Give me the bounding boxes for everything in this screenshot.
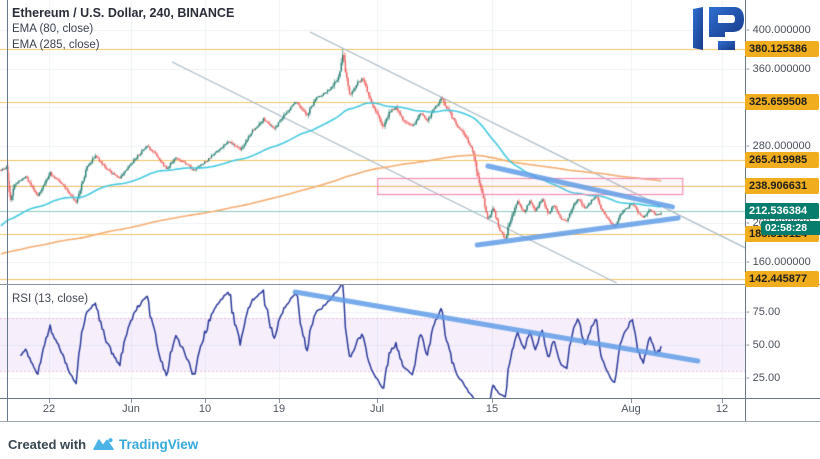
symbol-title: Ethereum / U.S. Dollar, 240, BINANCE	[12, 6, 235, 20]
price-level-badge: 238.906631	[745, 178, 819, 194]
time-axis-label: Jul	[369, 403, 385, 415]
candle-countdown-badge: 02:58:28	[761, 221, 820, 235]
ema-80-label: EMA (80, close)	[12, 23, 94, 35]
time-axis-label: Aug	[621, 403, 641, 415]
time-axis-label: 22	[42, 403, 56, 415]
last-price-badge: 212.536384	[745, 203, 819, 219]
tradingview-brand-text[interactable]: TradingView	[119, 436, 199, 452]
time-axis-tickmark	[205, 399, 206, 403]
rsi-chart-canvas[interactable]	[0, 285, 745, 398]
time-axis-label: 19	[272, 403, 286, 415]
time-axis-label: Jun	[122, 403, 140, 415]
price-level-badge: 325.659508	[745, 94, 819, 110]
time-axis-tickmark	[492, 399, 493, 403]
time-axis[interactable]: 22 Jun 10 19 Jul 15 Aug 12	[0, 399, 745, 421]
chart-left-border	[7, 0, 8, 421]
attribution-footer: Created with TradingView	[8, 433, 198, 455]
time-axis-label: 15	[485, 403, 499, 415]
price-level-badge: 142.445877	[745, 271, 819, 287]
price-axis-tick: -160.000000	[746, 256, 811, 268]
time-axis-tickmark	[49, 399, 50, 403]
created-with-text: Created with	[8, 436, 87, 452]
chart-bottom-border	[0, 421, 820, 422]
price-axis-tick: -360.000000	[746, 63, 811, 75]
price-pane[interactable]: Ethereum / U.S. Dollar, 240, BINANCE EMA…	[0, 0, 745, 284]
time-axis-tickmark	[377, 399, 378, 403]
price-level-badge: 380.125386	[745, 41, 819, 57]
ema-285-label: EMA (285, close)	[12, 39, 100, 51]
price-axis-tick: -400.000000	[746, 24, 811, 36]
time-axis-label: 12	[715, 403, 729, 415]
price-axis[interactable]: 212.536384 02:58:28 -400.000000 -360.0000…	[745, 0, 820, 421]
time-axis-tickmark	[131, 399, 132, 403]
rsi-axis-tick: -50.00	[746, 339, 781, 351]
time-axis-tickmark	[722, 399, 723, 403]
rsi-axis-tick: -75.00	[746, 306, 781, 318]
time-axis-tickmark	[279, 399, 280, 403]
time-axis-label: 10	[198, 403, 212, 415]
time-axis-top-border	[0, 398, 820, 399]
price-level-badge: 265.419985	[745, 152, 819, 168]
rsi-pane[interactable]: RSI (13, close)	[0, 285, 745, 398]
rsi-indicator-label: RSI (13, close)	[12, 293, 89, 305]
pane-divider[interactable]	[0, 284, 820, 285]
time-axis-tickmark	[631, 399, 632, 403]
tradingview-logo[interactable]	[93, 437, 115, 452]
chart-legend: Ethereum / U.S. Dollar, 240, BINANCE EMA…	[12, 5, 234, 53]
price-axis-tick: -280.000000	[746, 140, 811, 152]
rsi-axis-tick: -25.00	[746, 372, 781, 384]
broker-logo[interactable]	[692, 6, 745, 51]
price-chart-canvas[interactable]	[0, 0, 745, 284]
